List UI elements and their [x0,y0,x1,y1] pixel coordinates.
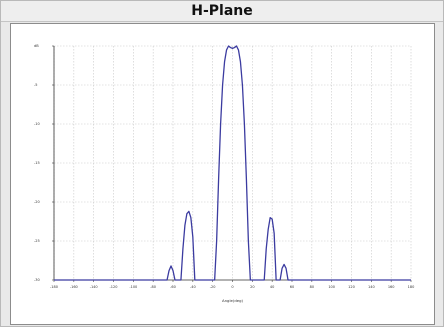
y-tick-label: -30 [34,278,40,282]
x-tick-label: 100 [328,285,335,289]
radiation-pattern-chart: -180 -160 -140 -120 -100 -80 -60 -40 -20 0 20 40 60 8… [34,44,415,303]
pattern-series-line [54,45,411,281]
y-tick-label: -25 [34,239,40,243]
x-tick-label: -160 [70,285,78,289]
chart-frame: -180 -160 -140 -120 -100 -80 -60 -40 -20 0 20 40 60 8… [10,23,435,325]
x-tick-label: 140 [368,285,375,289]
x-tick-label: -100 [129,285,137,289]
panel-title: H-Plane [1,1,443,22]
x-axis-label: Angle(deg) [222,298,243,303]
x-tick-label: 40 [270,285,274,289]
x-tick-label: -40 [190,285,196,289]
y-tick-label: -5 [34,83,38,87]
x-tick-label: 160 [388,285,395,289]
x-tick-label: 80 [310,285,314,289]
x-tick-label: 20 [250,285,254,289]
x-tick-label: -120 [110,285,118,289]
y-tick-label: -10 [34,122,40,126]
x-tick-label: -60 [170,285,176,289]
x-tick-label: -180 [50,285,58,289]
y-tick-label: dB [34,44,39,48]
x-tick-label: 0 [231,285,233,289]
x-tick-label: 60 [290,285,294,289]
x-tick-label: -20 [210,285,216,289]
x-tick-label: 180 [408,285,415,289]
x-tick-label: -80 [150,285,156,289]
x-tick-label: -140 [90,285,98,289]
y-tick-label: -20 [34,200,40,204]
y-tick-label: -15 [34,161,40,165]
x-tick-label: 120 [348,285,355,289]
